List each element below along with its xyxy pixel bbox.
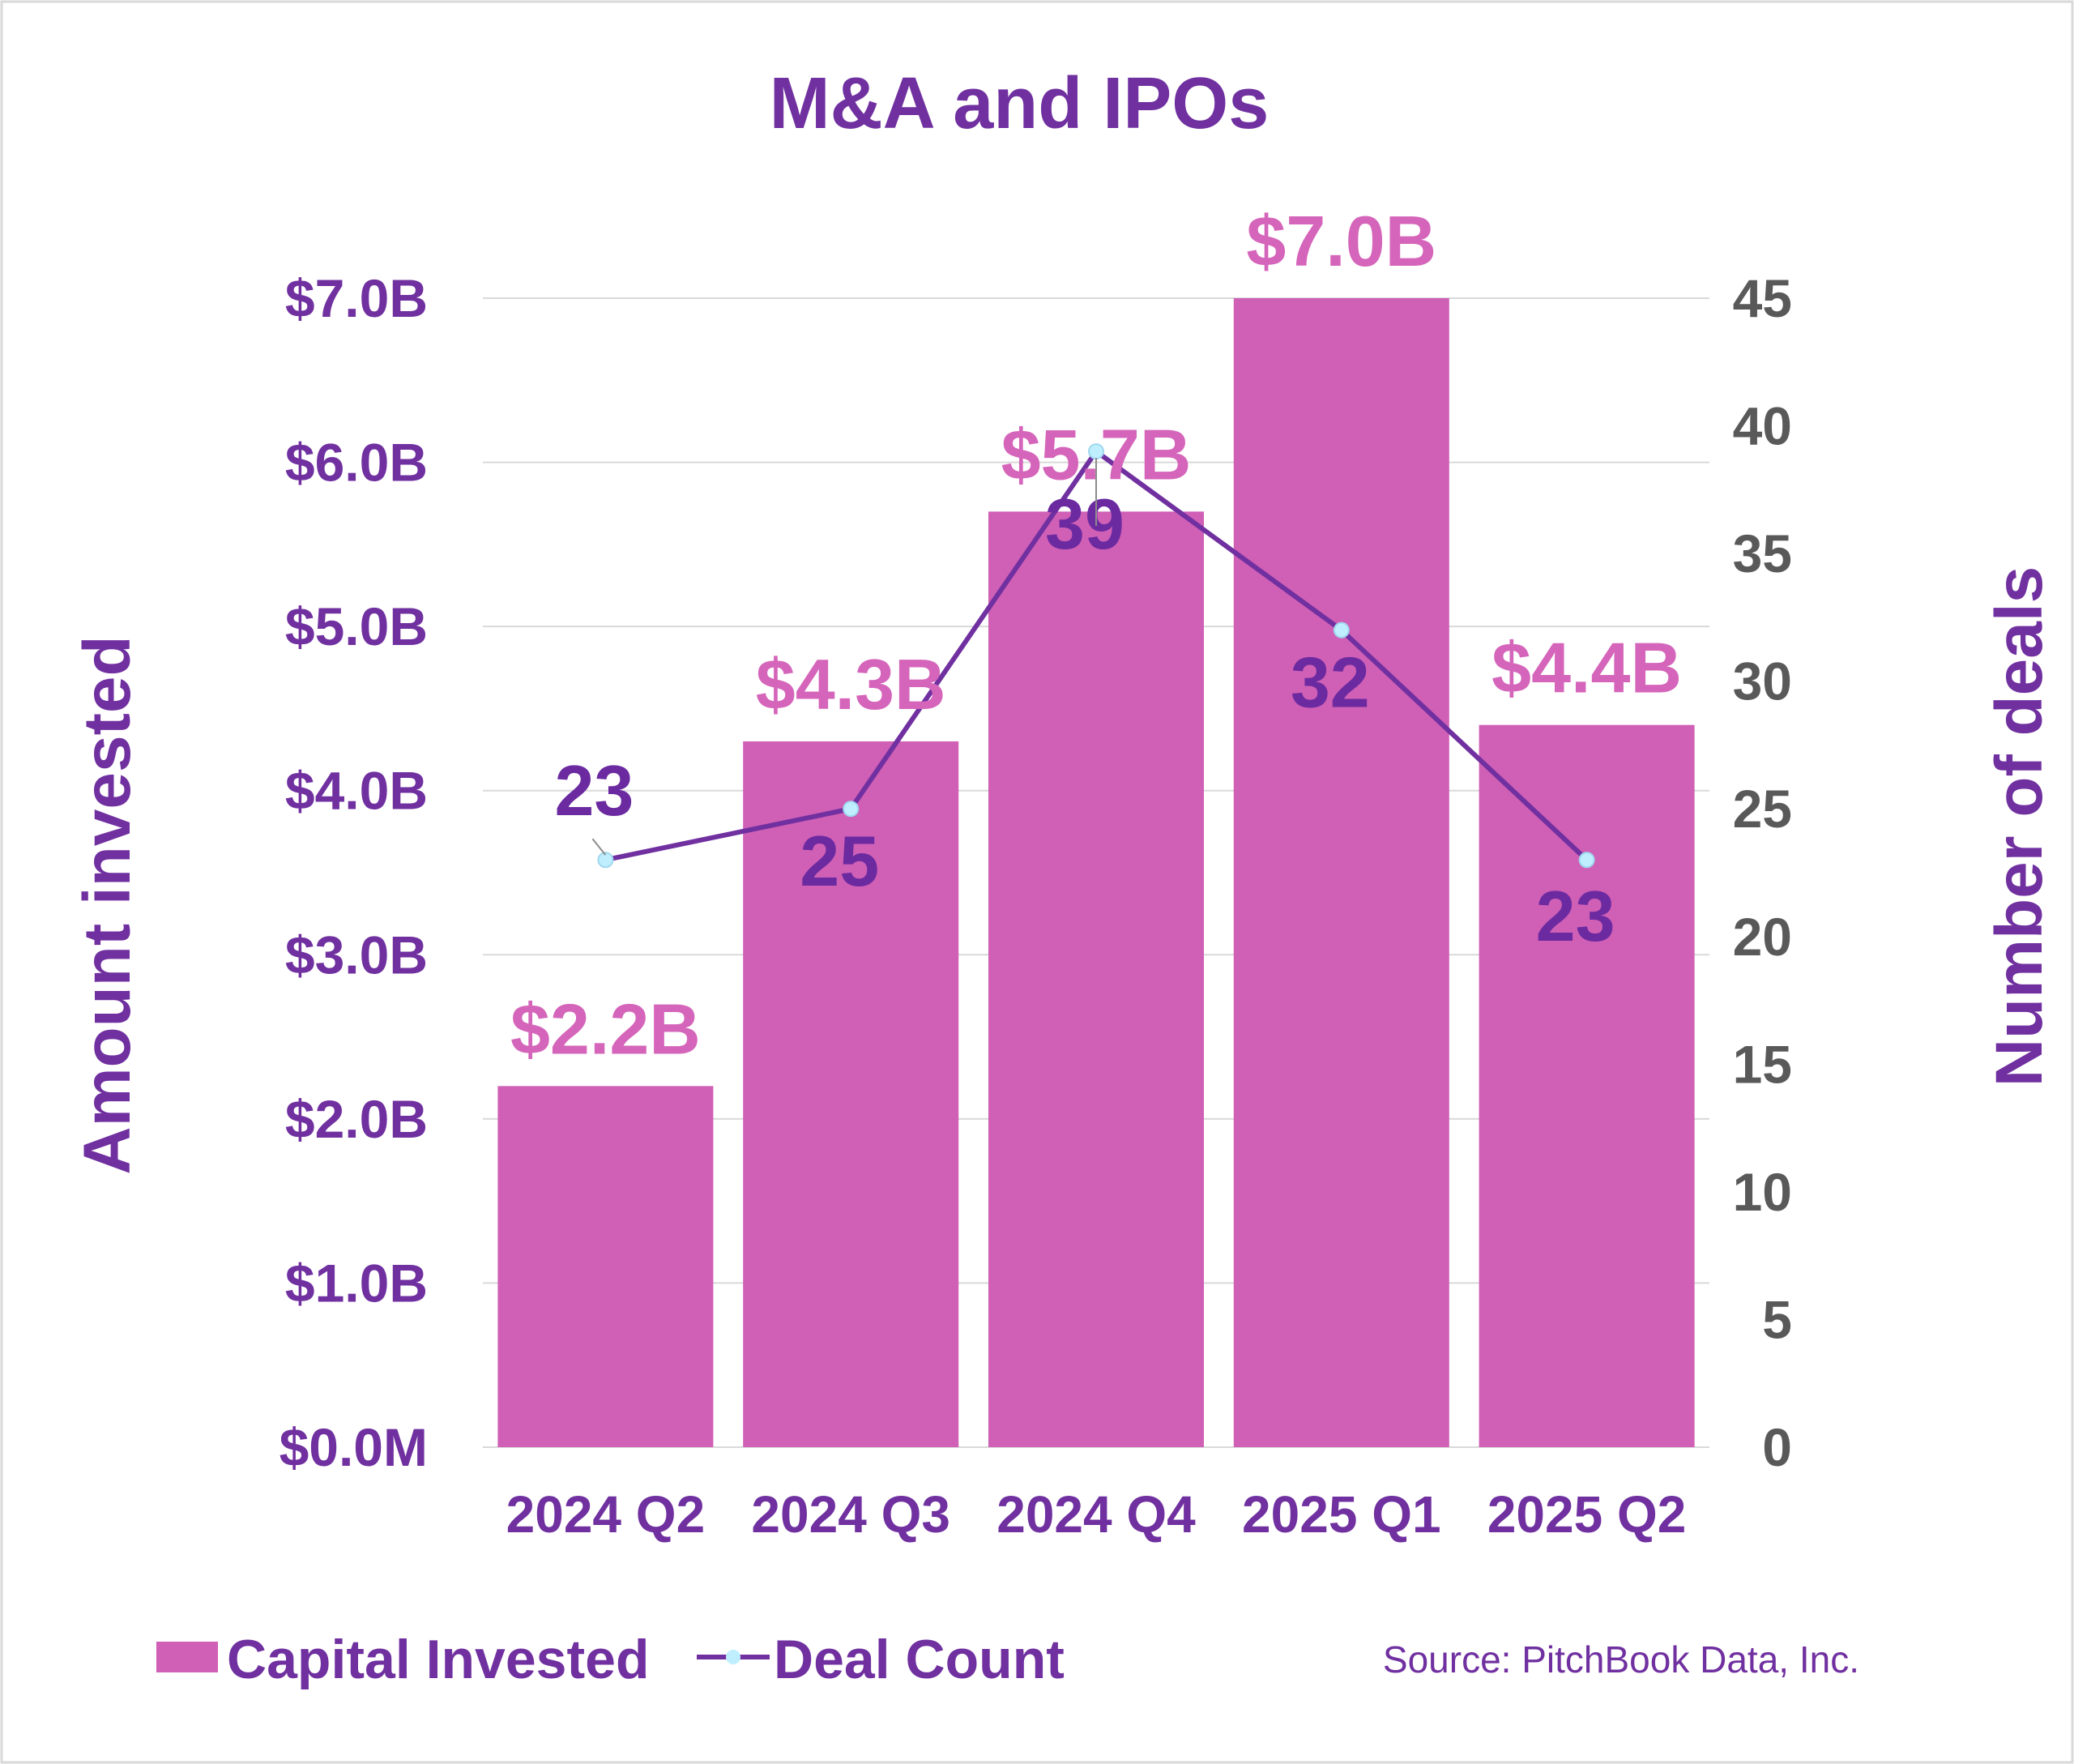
y-right-tick-label: 20 bbox=[1733, 907, 1792, 967]
bar-capital-invested bbox=[497, 1086, 714, 1447]
deal-count-value-label: 25 bbox=[800, 821, 879, 901]
bar-capital-invested bbox=[743, 741, 959, 1447]
source-note: Source: PitchBook Data, Inc. bbox=[1383, 1638, 1859, 1681]
legend-label-deal-count: Deal Count bbox=[774, 1629, 1065, 1690]
chart-title: M&A and IPOs bbox=[770, 63, 1270, 144]
deal-count-value-label: 23 bbox=[554, 750, 634, 831]
deal-count-value-label: 32 bbox=[1291, 643, 1370, 723]
deal-count-marker bbox=[597, 852, 614, 869]
y-right-tick-label: 45 bbox=[1733, 268, 1792, 328]
bar-value-label: $4.3B bbox=[756, 644, 946, 724]
y-left-tick-label: $1.0B bbox=[285, 1253, 428, 1313]
deal-count-marker bbox=[843, 801, 860, 818]
y-left-tick-label: $2.0B bbox=[285, 1089, 428, 1149]
x-tick-label: 2024 Q3 bbox=[751, 1485, 950, 1544]
y-left-tick-label: $0.0M bbox=[280, 1417, 428, 1477]
y-axis-right-title: Number of deals bbox=[1982, 566, 2056, 1087]
bar-value-label: $4.4B bbox=[1491, 628, 1682, 708]
y-left-tick-label: $3.0B bbox=[285, 925, 428, 985]
bar-value-label: $2.2B bbox=[510, 989, 701, 1069]
y-right-tick-label: 5 bbox=[1762, 1289, 1792, 1349]
x-tick-label: 2025 Q2 bbox=[1487, 1485, 1687, 1544]
legend: Capital Invested Deal Count bbox=[156, 1629, 1065, 1690]
y-right-tick-label: 40 bbox=[1733, 396, 1792, 456]
deal-count-value-label: 23 bbox=[1536, 876, 1615, 956]
y-left-tick-label: $4.0B bbox=[285, 761, 428, 821]
legend-label-capital-invested: Capital Invested bbox=[227, 1629, 650, 1690]
y-axis-left-title: Amount invested bbox=[70, 635, 144, 1174]
legend-swatch-capital-invested bbox=[156, 1642, 218, 1672]
bar-value-label: $7.0B bbox=[1246, 201, 1436, 281]
y-right-tick-label: 25 bbox=[1733, 779, 1792, 839]
y-left-tick-label: $7.0B bbox=[285, 268, 428, 328]
legend-marker-deal-count bbox=[726, 1650, 740, 1664]
y-right-tick-label: 0 bbox=[1762, 1417, 1792, 1477]
bars bbox=[497, 298, 1695, 1448]
y-right-tick-label: 35 bbox=[1733, 523, 1792, 583]
x-tick-label: 2024 Q2 bbox=[506, 1485, 706, 1544]
y-right-tick-label: 30 bbox=[1733, 651, 1792, 711]
y-right-tick-label: 15 bbox=[1733, 1034, 1792, 1094]
y-right-tick-label: 10 bbox=[1733, 1162, 1792, 1222]
deal-count-line bbox=[597, 443, 1595, 869]
deal-count-value-label: 39 bbox=[1045, 484, 1124, 564]
y-left-tick-label: $5.0B bbox=[285, 596, 428, 656]
x-tick-label: 2025 Q1 bbox=[1242, 1485, 1441, 1544]
axes: $0.0M $1.0B $2.0B $3.0B $4.0B $5.0B $6.0B $7.0B… bbox=[280, 268, 1792, 1544]
deal-count-marker bbox=[1333, 621, 1350, 639]
y-left-tick-label: $6.0B bbox=[285, 433, 428, 493]
bar-capital-invested bbox=[1479, 724, 1695, 1447]
deal-count-marker bbox=[1578, 852, 1595, 869]
bar-capital-invested bbox=[988, 511, 1204, 1448]
label-leader-line bbox=[591, 838, 607, 856]
bar-capital-invested bbox=[1233, 298, 1449, 1447]
x-tick-label: 2024 Q4 bbox=[996, 1485, 1196, 1544]
